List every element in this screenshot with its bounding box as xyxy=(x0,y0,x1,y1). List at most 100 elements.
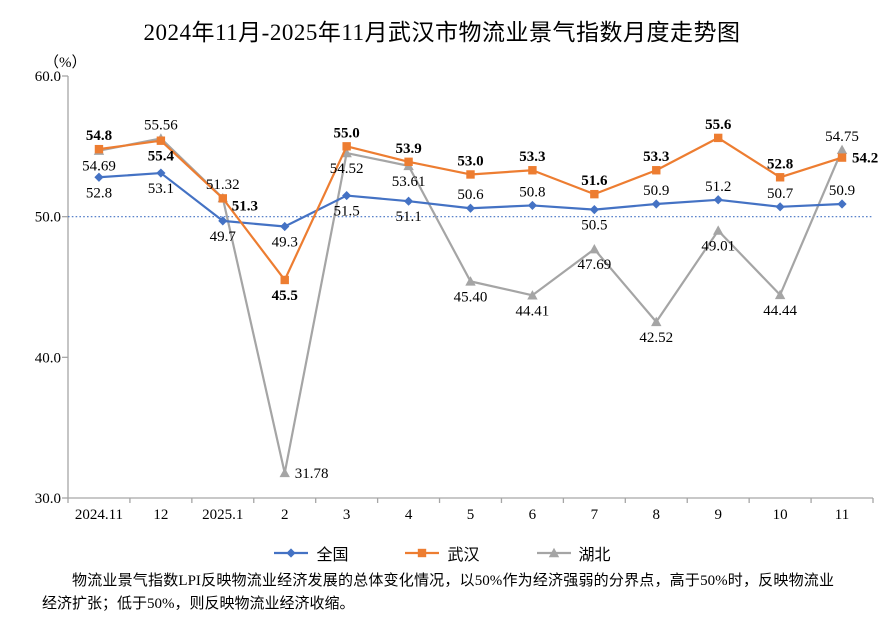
marker-wuhan xyxy=(528,166,537,175)
marker-hubei xyxy=(279,467,290,478)
data-label-wuhan: 53.0 xyxy=(457,153,483,169)
marker-wuhan xyxy=(713,133,723,143)
marker-china xyxy=(713,195,723,205)
y-axis-label: 50.0 xyxy=(35,210,61,226)
data-label-wuhan: 52.8 xyxy=(767,156,793,172)
marker-hubei xyxy=(712,225,724,235)
data-label-china: 50.5 xyxy=(581,218,607,234)
data-label-hubei: 47.69 xyxy=(577,257,611,273)
data-label-china: 51.5 xyxy=(334,204,360,220)
chart-legend: 全国 武汉 湖北 xyxy=(0,541,884,565)
legend-marker-square-icon xyxy=(405,548,440,558)
data-label-wuhan: 54.8 xyxy=(86,128,112,144)
marker-china xyxy=(218,216,228,226)
data-label-wuhan: 55.6 xyxy=(705,117,732,133)
marker-china xyxy=(94,172,104,182)
marker-hubei xyxy=(774,289,786,300)
x-axis-label: 12 xyxy=(153,507,168,523)
x-axis-label: 10 xyxy=(773,507,788,523)
data-label-china: 50.9 xyxy=(643,183,669,199)
data-label-china: 51.1 xyxy=(395,209,421,225)
data-label-wuhan: 45.5 xyxy=(272,288,298,304)
legend-marker-triangle-icon xyxy=(536,547,571,558)
data-label-china: 51.2 xyxy=(705,179,731,195)
marker-china xyxy=(156,168,166,178)
legend-label: 湖北 xyxy=(578,547,611,564)
data-label-wuhan: 55.4 xyxy=(148,149,175,165)
x-axis-label: 11 xyxy=(835,507,849,523)
legend-label: 武汉 xyxy=(447,547,480,564)
footnote-text: 物流业景气指数LPI反映物流业经济发展的总体变化情况，以50%作为经济强弱的分界… xyxy=(42,573,834,612)
data-label-hubei: 54.75 xyxy=(825,129,859,145)
data-label-hubei: 54.69 xyxy=(82,159,116,175)
marker-china xyxy=(342,190,352,201)
data-label-china: 50.8 xyxy=(519,184,545,200)
marker-hubei xyxy=(651,316,662,327)
data-label-wuhan: 53.9 xyxy=(395,141,421,157)
data-label-wuhan: 51.6 xyxy=(581,173,608,189)
marker-wuhan xyxy=(280,275,289,285)
x-axis-label: 2025.1 xyxy=(202,507,243,523)
legend-label: 全国 xyxy=(316,547,349,564)
y-axis-label: 30.0 xyxy=(35,491,61,507)
data-label-hubei: 55.56 xyxy=(144,117,178,133)
line-chart: 60.0 50.0 40.0 30.0 2024.11 12 2025.1 2 3 4 5 6 7 8 9 1… xyxy=(35,69,879,523)
x-axis-label: 3 xyxy=(343,507,351,523)
marker-hubei xyxy=(836,144,848,155)
marker-china xyxy=(651,199,661,209)
marker-hubei xyxy=(589,243,600,254)
marker-china xyxy=(465,203,476,213)
x-axis-label: 5 xyxy=(467,507,475,523)
data-label-hubei: 53.61 xyxy=(392,174,426,190)
marker-wuhan xyxy=(218,194,228,203)
data-label-hubei: 44.44 xyxy=(763,303,797,319)
data-label-wuhan: 51.3 xyxy=(232,198,258,214)
data-label-china: 50.6 xyxy=(457,187,484,203)
marker-wuhan xyxy=(775,173,785,182)
x-axis-label: 7 xyxy=(591,507,599,523)
x-axis-label: 6 xyxy=(529,507,537,523)
marker-wuhan xyxy=(404,157,413,167)
marker-wuhan xyxy=(342,142,351,151)
marker-wuhan xyxy=(466,170,475,179)
data-label-china: 49.7 xyxy=(210,229,237,245)
data-label-wuhan: 54.2 xyxy=(852,151,878,167)
data-label-wuhan: 53.3 xyxy=(519,149,545,165)
marker-wuhan xyxy=(837,153,847,162)
data-label-wuhan: 55.0 xyxy=(334,125,360,141)
marker-china xyxy=(837,199,847,209)
marker-hubei xyxy=(465,276,476,286)
data-label-china: 52.8 xyxy=(86,185,112,201)
x-axis-label: 4 xyxy=(405,507,413,523)
y-axis-label: 40.0 xyxy=(35,350,61,366)
data-label-hubei: 49.01 xyxy=(701,239,735,255)
x-axis-label: 2024.11 xyxy=(75,507,123,523)
y-axis-unit-label: （%） xyxy=(44,55,87,71)
data-label-hubei: 45.40 xyxy=(454,289,488,305)
data-label-wuhan: 53.3 xyxy=(643,149,669,165)
marker-wuhan xyxy=(156,136,166,145)
data-label-hubei: 54.52 xyxy=(330,161,364,177)
x-axis-label: 9 xyxy=(714,507,722,523)
data-label-hubei: 44.41 xyxy=(516,303,550,319)
legend-item-hubei: 湖北 xyxy=(536,541,611,565)
y-axis-label: 60.0 xyxy=(35,69,61,85)
marker-china xyxy=(403,196,414,206)
legend-item-china: 全国 xyxy=(273,541,348,565)
marker-china xyxy=(775,202,785,212)
marker-wuhan xyxy=(94,144,104,154)
data-label-hubei: 42.52 xyxy=(639,330,673,346)
x-axis-label: 2 xyxy=(281,507,289,523)
marker-china xyxy=(527,200,538,211)
marker-china xyxy=(280,221,290,232)
marker-china xyxy=(589,205,599,215)
data-label-hubei: 51.32 xyxy=(206,177,240,193)
chart-title: 2024年11月-2025年11月武汉市物流业景气指数月度走势图 xyxy=(143,20,741,45)
legend-marker-diamond-icon xyxy=(274,548,309,558)
marker-wuhan xyxy=(652,166,661,175)
x-axis-label: 8 xyxy=(653,507,661,523)
marker-hubei xyxy=(341,147,352,158)
data-label-china: 53.1 xyxy=(148,181,174,197)
data-label-china: 50.7 xyxy=(767,186,794,202)
